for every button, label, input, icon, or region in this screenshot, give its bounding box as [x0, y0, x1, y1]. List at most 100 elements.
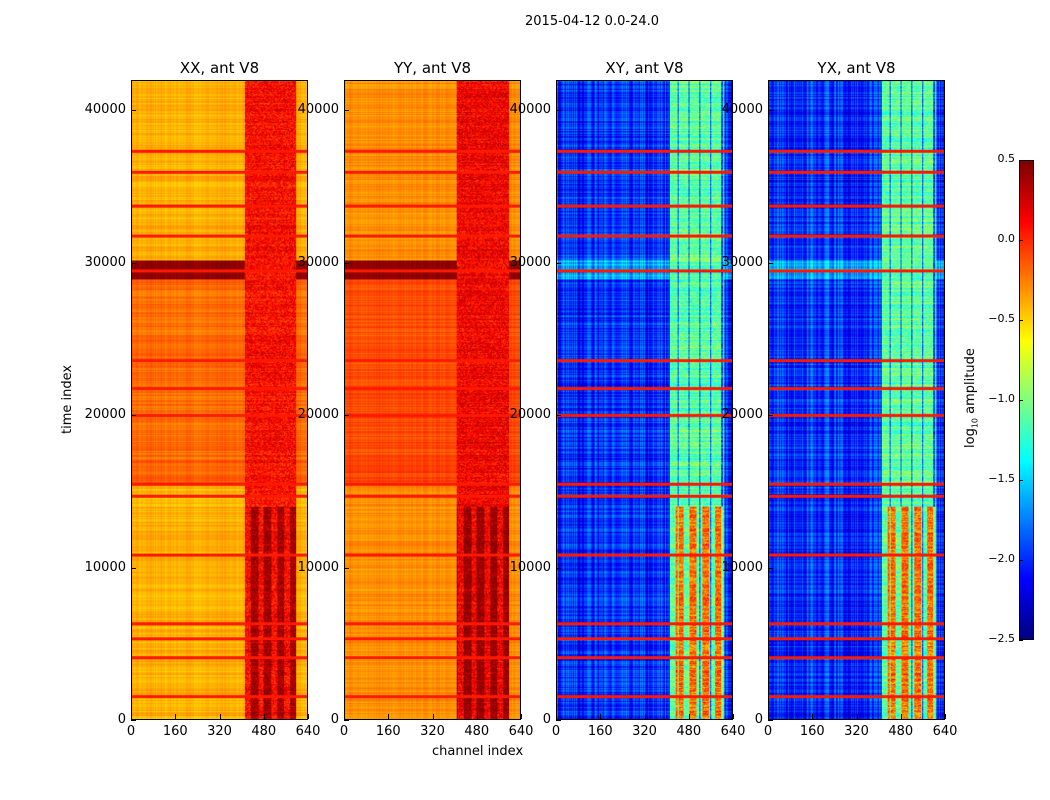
y-tick-mark [556, 110, 561, 112]
x-tick-label: 160 [587, 724, 613, 739]
x-tick-label: 160 [375, 724, 401, 739]
y-tick-mark [556, 720, 561, 721]
x-tick-mark [131, 714, 132, 719]
colorbar-tick-label: −2.5 [988, 632, 1015, 645]
y-axis-label: time index [60, 364, 75, 434]
heatmap-panel [768, 80, 945, 720]
y-tick-label: 30000 [84, 254, 126, 270]
y-tick-label: 20000 [84, 407, 126, 423]
y-tick-label: 0 [754, 712, 763, 727]
y-tick-mark [344, 567, 349, 569]
y-tick-mark [344, 262, 349, 264]
x-tick-label: 160 [799, 724, 825, 739]
x-tick-mark [432, 714, 434, 719]
colorbar-tick-label: −0.5 [988, 312, 1015, 325]
y-tick-label: 30000 [297, 254, 339, 270]
y-tick-label: 0 [117, 712, 126, 727]
heatmap-panel [556, 80, 733, 720]
x-tick-mark [388, 714, 390, 719]
colorbar-label: log10 amplitude [963, 348, 980, 448]
x-tick-label: 0 [339, 724, 349, 739]
y-tick-mark [768, 110, 773, 112]
x-tick-label: 640 [720, 724, 746, 739]
x-tick-mark [733, 714, 734, 719]
x-tick-mark [263, 714, 265, 719]
x-tick-label: 480 [676, 724, 702, 739]
y-tick-label: 30000 [509, 254, 551, 270]
y-tick-mark [131, 720, 136, 721]
y-tick-label: 10000 [297, 559, 339, 575]
x-tick-mark [308, 714, 309, 719]
x-tick-label: 160 [162, 724, 188, 739]
x-tick-mark [688, 714, 690, 719]
colorbar-gradient [1020, 161, 1033, 639]
colorbar-tick-label: −1.5 [988, 472, 1015, 485]
panel-title: YY, ant V8 [393, 59, 471, 77]
y-tick-label: 20000 [509, 407, 551, 423]
heatmap-panel [344, 80, 521, 720]
y-tick-label: 40000 [84, 102, 126, 118]
colorbar-tick-label: 0.5 [997, 152, 1016, 165]
x-tick-mark [768, 714, 769, 719]
x-tick-mark [521, 714, 522, 719]
x-tick-label: 480 [888, 724, 914, 739]
y-tick-label: 40000 [721, 102, 763, 118]
y-tick-label: 0 [330, 712, 339, 727]
colorbar-tick-label: −2.0 [988, 552, 1015, 565]
y-tick-mark [344, 415, 349, 417]
heatmap-image [132, 81, 307, 719]
x-tick-mark [812, 714, 814, 719]
colorbar-tick-label: −1.0 [988, 392, 1015, 405]
x-tick-mark [856, 714, 858, 719]
heatmap-panel [131, 80, 308, 720]
x-tick-label: 0 [763, 724, 773, 739]
x-tick-mark [476, 714, 478, 719]
y-tick-mark [131, 262, 136, 264]
y-tick-mark [768, 415, 773, 417]
colorbar-tick-mark [1019, 240, 1023, 241]
y-tick-mark [556, 567, 561, 569]
panel-title: XY, ant V8 [605, 59, 684, 77]
colorbar-tick-mark [1019, 640, 1023, 641]
colorbar-tick-mark [1019, 560, 1023, 561]
y-tick-label: 0 [542, 712, 551, 727]
y-tick-mark [344, 110, 349, 112]
y-tick-mark [556, 415, 561, 417]
x-tick-label: 480 [464, 724, 490, 739]
heatmap-image [345, 81, 520, 719]
x-tick-label: 320 [207, 724, 232, 739]
x-tick-label: 0 [551, 724, 561, 739]
y-tick-label: 10000 [721, 559, 763, 575]
y-tick-mark [768, 720, 773, 721]
x-tick-mark [344, 714, 345, 719]
x-tick-label: 640 [508, 724, 534, 739]
panel-title: XX, ant V8 [179, 59, 260, 77]
x-tick-label: 0 [126, 724, 136, 739]
colorbar-tick-label: 0.0 [997, 232, 1016, 245]
x-tick-mark [900, 714, 902, 719]
y-tick-mark [768, 262, 773, 264]
y-tick-label: 40000 [297, 102, 339, 118]
x-tick-mark [600, 714, 602, 719]
y-tick-mark [344, 720, 349, 721]
x-tick-label: 320 [420, 724, 445, 739]
y-tick-mark [131, 567, 136, 569]
figure-title: 2015-04-12 0.0-24.0 [525, 14, 659, 29]
x-tick-label: 320 [632, 724, 657, 739]
y-tick-label: 30000 [721, 254, 763, 270]
colorbar-tick-mark [1019, 400, 1023, 401]
x-tick-mark [175, 714, 177, 719]
colorbar-tick-mark [1019, 320, 1023, 321]
heatmap-image [769, 81, 944, 719]
y-tick-label: 10000 [84, 559, 126, 575]
y-tick-mark [131, 110, 136, 112]
x-tick-mark [556, 714, 557, 719]
y-tick-mark [131, 415, 136, 417]
x-tick-mark [644, 714, 646, 719]
x-axis-label: channel index [432, 744, 524, 759]
y-tick-label: 10000 [509, 559, 551, 575]
x-tick-label: 640 [932, 724, 958, 739]
panel-title: YX, ant V8 [817, 59, 896, 77]
x-tick-mark [945, 714, 946, 719]
